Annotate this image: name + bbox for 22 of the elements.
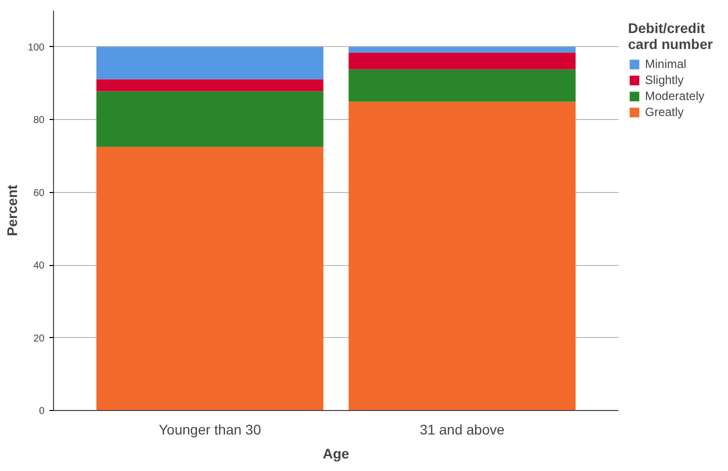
bar — [96, 79, 324, 92]
x-tick-label: Younger than 30 — [158, 422, 262, 438]
y-tick-label: 60 — [33, 188, 45, 199]
x-tick-label: 31 and above — [420, 422, 505, 438]
y-tick-label: 100 — [28, 42, 45, 54]
legend-label: Greatly — [645, 105, 684, 119]
x-axis-title: Age — [322, 446, 350, 462]
bar — [96, 91, 324, 147]
bar — [96, 46, 324, 80]
bar — [348, 52, 576, 70]
y-tick-label: 40 — [33, 260, 45, 272]
legend-label: Minimal — [645, 57, 686, 71]
y-tick-label: 20 — [33, 333, 45, 344]
bar — [96, 146, 324, 410]
legend-title: Debit/credit card number — [628, 20, 713, 52]
bar — [348, 69, 576, 102]
legend-label: Moderately — [645, 89, 704, 103]
y-tick-label: 0 — [38, 406, 45, 417]
y-tick-label: 80 — [33, 115, 45, 126]
bar — [348, 46, 576, 53]
y-axis-title: Percent — [4, 184, 20, 236]
legend-label: Slightly — [645, 73, 684, 87]
